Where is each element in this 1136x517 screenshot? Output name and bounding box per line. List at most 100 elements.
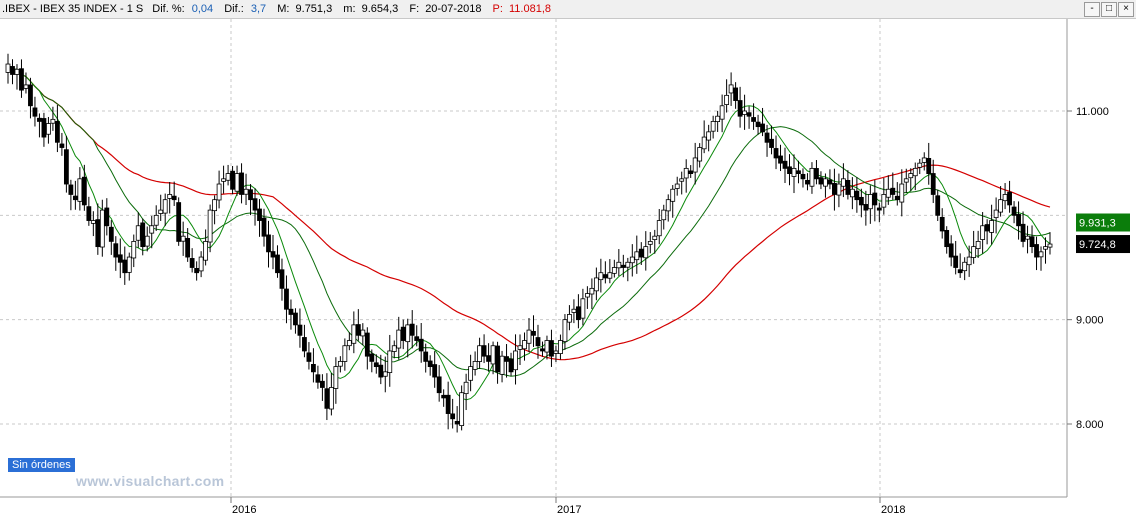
candle	[203, 229, 209, 266]
candle-body	[328, 387, 334, 410]
candle	[549, 329, 554, 367]
candle	[903, 168, 909, 194]
candle	[692, 142, 698, 185]
candle	[135, 212, 141, 248]
candle-body	[989, 220, 995, 233]
candle-body	[225, 173, 231, 181]
candle-body	[441, 394, 447, 399]
candle	[823, 173, 828, 198]
candle-body	[59, 143, 65, 148]
candle-body	[10, 66, 15, 75]
candle	[288, 299, 294, 330]
candle	[333, 357, 339, 404]
candle	[99, 199, 105, 257]
candle-body	[373, 362, 379, 368]
candle-body	[598, 272, 604, 281]
orders-badge[interactable]: Sin órdenes	[8, 458, 75, 472]
candle-body	[284, 288, 289, 310]
candle	[257, 199, 262, 237]
candle-body	[459, 392, 465, 426]
candle	[364, 327, 370, 370]
candle-body	[571, 308, 577, 313]
candle	[733, 82, 739, 109]
candle-body	[917, 162, 923, 168]
candle	[809, 162, 815, 194]
candle-body	[46, 123, 51, 135]
candle-body	[697, 147, 703, 162]
candle	[638, 242, 644, 266]
candle-body	[117, 254, 123, 263]
candle	[261, 208, 267, 247]
candle-body	[593, 277, 599, 292]
candle	[441, 389, 447, 407]
candle-body	[63, 149, 69, 185]
candle	[46, 116, 51, 144]
candle-body	[122, 259, 128, 274]
candle-body	[463, 381, 469, 395]
candle	[602, 261, 608, 284]
candle-body	[513, 350, 518, 371]
candle	[23, 72, 29, 94]
candle-body	[760, 123, 765, 133]
candle	[800, 168, 806, 188]
candle	[998, 186, 1003, 217]
maximize-button[interactable]: □	[1101, 2, 1117, 17]
candle-body	[701, 136, 707, 150]
price-label-text: 9.724,8	[1079, 239, 1116, 251]
minimize-button[interactable]: -	[1084, 2, 1100, 17]
candle-body	[787, 166, 792, 174]
candle	[279, 258, 285, 301]
candle	[1011, 201, 1017, 224]
candle	[391, 340, 397, 359]
candle	[665, 194, 671, 222]
candle	[32, 96, 38, 127]
candle-body	[508, 358, 514, 373]
candle	[832, 168, 837, 211]
candle	[688, 165, 694, 178]
price-chart[interactable]: 11.000 9.000 8.000 2016 2017 2018 9.931,3 9.7…	[0, 19, 1136, 517]
candle	[827, 169, 833, 190]
candle-body	[266, 234, 271, 253]
candle-body	[158, 209, 164, 214]
candle-body	[360, 329, 366, 337]
candle-body	[719, 105, 725, 120]
candle	[207, 204, 213, 253]
candle-body	[773, 148, 779, 159]
candle	[674, 176, 680, 196]
candle-body	[23, 84, 29, 89]
candle	[212, 195, 218, 225]
candle	[463, 373, 469, 411]
candle-body	[576, 306, 581, 321]
candle-body	[638, 248, 644, 258]
candle	[647, 232, 653, 254]
candle	[944, 226, 950, 254]
candle-body	[858, 196, 864, 206]
candle	[679, 171, 685, 195]
candle	[194, 261, 200, 281]
candle	[522, 332, 527, 361]
candle	[562, 314, 568, 350]
candle	[14, 64, 20, 90]
title-bar: .IBEX - IBEX 35 INDEX - 1 S Dif. %: 0,04…	[0, 0, 1136, 19]
candle	[90, 211, 96, 237]
candle	[571, 299, 577, 324]
candle	[760, 107, 765, 137]
candle	[715, 110, 721, 132]
candle	[773, 135, 779, 170]
candle-body	[881, 194, 887, 208]
candle	[980, 212, 986, 254]
candle-body	[414, 336, 420, 341]
candle	[504, 344, 509, 378]
candle	[584, 286, 590, 309]
candle-body	[279, 269, 285, 289]
candle	[755, 114, 761, 135]
candle	[382, 356, 388, 393]
candle-body	[715, 115, 721, 122]
candle	[917, 158, 923, 175]
close-button[interactable]: ×	[1118, 2, 1134, 17]
candle-body	[176, 202, 182, 242]
candle	[764, 124, 770, 157]
candle-body	[337, 360, 343, 367]
candle	[1016, 201, 1021, 240]
candle	[921, 152, 927, 171]
